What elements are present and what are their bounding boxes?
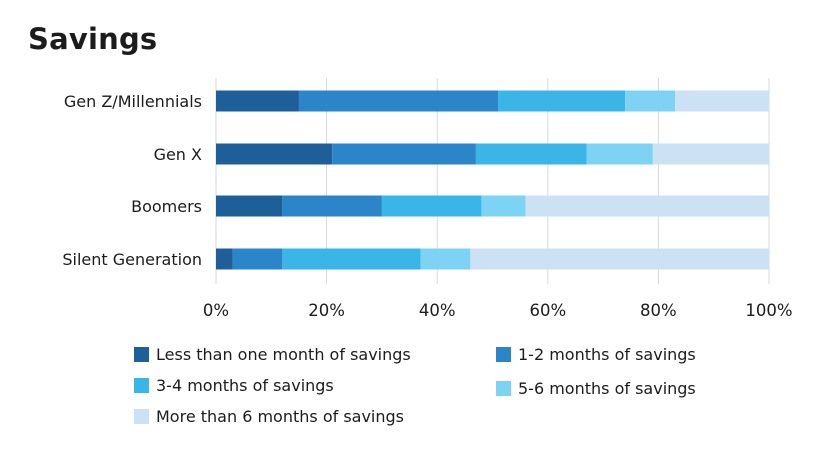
bar-segment [498,90,626,112]
bar-segment [625,90,675,112]
bar-segment [216,90,299,112]
bar-segment [586,143,653,165]
bar-segment [282,248,421,270]
x-tick-label: 0% [203,301,229,320]
bar-segment [525,195,769,217]
bar-segment [481,195,526,217]
bar-segment [216,195,283,217]
bar-segment [232,248,283,270]
bar-segment [674,90,769,112]
bar-segment [652,143,769,165]
x-tick-label: 60% [529,301,566,320]
category-label: Gen Z/Millennials [64,92,202,111]
x-tick-label: 80% [640,301,677,320]
category-label: Gen X [154,145,202,164]
bar-segment [475,143,587,165]
bar-segment [470,248,769,270]
x-tick-label: 20% [308,301,345,320]
bar-segment [216,248,233,270]
bar-segment [332,143,476,165]
bar-segment [420,248,471,270]
bar-segment [298,90,499,112]
chart-title: Savings [28,22,158,56]
bar-segment [282,195,382,217]
bar-segment [381,195,482,217]
x-tick-label: 40% [419,301,456,320]
bar-segment [216,143,333,165]
category-label: Silent Generation [62,250,202,269]
x-tick-label: 100% [745,301,792,320]
category-label: Boomers [131,197,202,216]
